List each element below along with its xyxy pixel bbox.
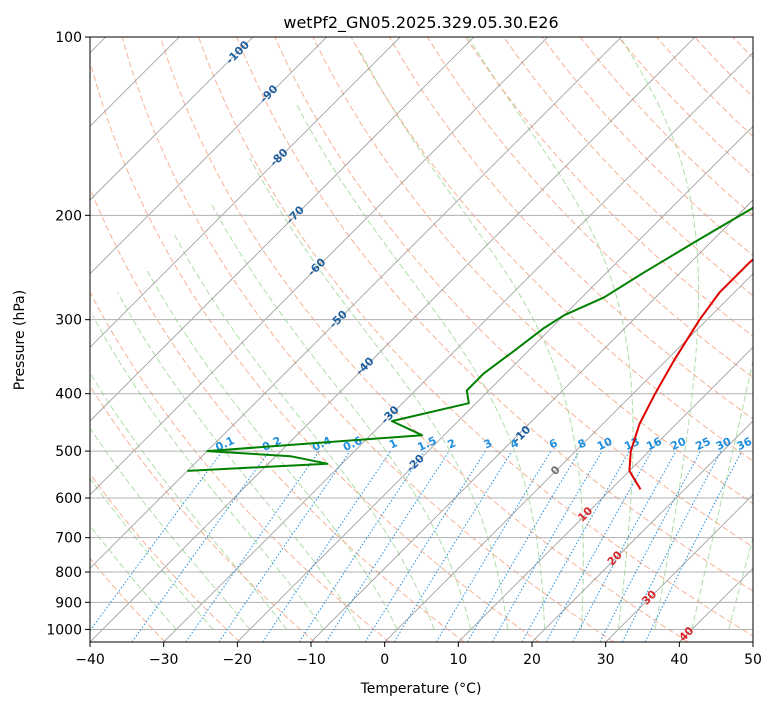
moist-adiabat	[249, 157, 509, 630]
dry-adiabat	[159, 37, 689, 642]
dry-adiabat	[388, 37, 753, 420]
isotherm	[310, 199, 753, 642]
mixing-ratio-line	[393, 450, 513, 642]
x-tick-label: −30	[149, 652, 179, 668]
x-tick-label: −20	[223, 652, 253, 668]
dry-adiabat	[90, 472, 241, 642]
mixing-ratio-label: 36	[735, 435, 755, 453]
moist-adiabat	[90, 477, 214, 630]
mixing-ratio-label: 20	[669, 435, 689, 453]
dry-adiabat	[90, 291, 390, 642]
x-tick-label: 40	[670, 652, 688, 668]
mixing-ratio-label: 10	[595, 435, 615, 453]
dry-adiabat	[90, 557, 166, 642]
isotherm	[90, 37, 548, 496]
mixing-ratio-line	[572, 450, 677, 642]
mixing-ratio-line	[364, 450, 486, 642]
isotherm	[90, 37, 696, 642]
temperature-line	[628, 258, 753, 490]
isotherm	[90, 37, 254, 201]
plot-frame	[89, 36, 754, 643]
y-axis-label: Pressure (hPa)	[12, 290, 28, 390]
isotherm	[531, 420, 753, 642]
moist-adiabat	[210, 201, 472, 630]
mixing-ratio-line	[298, 450, 425, 642]
moist-adiabat	[117, 292, 361, 630]
y-tick-label: 200	[55, 208, 82, 224]
x-tick-label: −10	[296, 652, 326, 668]
moist-adiabat	[691, 358, 753, 630]
x-tick-label: 10	[449, 652, 467, 668]
mixing-ratio-line	[644, 450, 743, 642]
x-tick-label: −40	[75, 652, 105, 668]
moist-adiabat	[358, 49, 584, 630]
mixing-ratio-line	[185, 450, 320, 642]
isotherm	[90, 37, 622, 569]
y-tick-label: 900	[55, 595, 82, 611]
dewpoint-line	[187, 206, 753, 472]
mixing-ratio-line	[218, 450, 351, 642]
mixing-ratio-line	[435, 450, 552, 642]
mixing-ratio-line	[599, 450, 701, 642]
x-tick-label: 20	[523, 652, 541, 668]
y-tick-label: 100	[55, 30, 82, 46]
mixing-ratio-line	[545, 450, 653, 642]
y-tick-label: 1000	[46, 622, 82, 638]
isotherm	[90, 37, 475, 422]
mixing-ratio-line	[325, 450, 450, 642]
moist-adiabat	[90, 371, 288, 630]
isotherm	[90, 37, 401, 348]
dry-adiabat	[350, 37, 753, 462]
isotherm	[605, 494, 753, 642]
moist-adiabat	[619, 37, 699, 630]
isotherm	[163, 52, 753, 642]
y-tick-label: 600	[55, 491, 82, 507]
moist-adiabat	[173, 233, 435, 630]
mixing-ratio-line	[90, 450, 223, 632]
dry-adiabat	[465, 37, 753, 338]
dry-adiabat	[503, 37, 753, 297]
moist-adiabat	[145, 267, 398, 630]
mixing-ratio-line	[521, 450, 630, 642]
mixing-ratio-label: 13	[622, 435, 641, 453]
y-tick-label: 800	[55, 565, 82, 581]
x-tick-label: 0	[380, 652, 389, 668]
y-tick-label: 700	[55, 531, 82, 547]
mixing-ratio-label: 25	[693, 435, 712, 453]
isotherm	[458, 346, 753, 642]
dry-adiabat	[312, 37, 753, 505]
isotherm	[90, 37, 327, 275]
x-axis-label: Temperature (°C)	[360, 681, 482, 697]
mixing-ratio-line	[131, 450, 270, 642]
mixing-ratio-line	[621, 450, 722, 642]
mixing-ratio-line	[262, 450, 392, 642]
x-tick-label: 30	[597, 652, 615, 668]
y-tick-label: 300	[55, 313, 82, 329]
moist-adiabat	[296, 104, 546, 630]
mixing-ratio-label: 16	[644, 435, 664, 453]
dry-adiabat	[90, 186, 465, 642]
dry-adiabat	[274, 37, 753, 548]
y-tick-label: 400	[55, 387, 82, 403]
dry-adiabat	[121, 37, 614, 642]
x-tick-label: 50	[744, 652, 762, 668]
mixing-ratio-label: 30	[714, 435, 734, 453]
dry-adiabat	[90, 59, 540, 642]
y-tick-label: 500	[55, 444, 82, 460]
dry-adiabat	[236, 37, 753, 592]
isotherm	[237, 125, 753, 642]
moist-adiabat	[92, 315, 325, 630]
dry-adiabat	[90, 384, 316, 642]
chart-title: wetPf2_GN05.2025.329.05.30.E26	[283, 13, 558, 33]
moist-adiabat	[90, 427, 251, 630]
